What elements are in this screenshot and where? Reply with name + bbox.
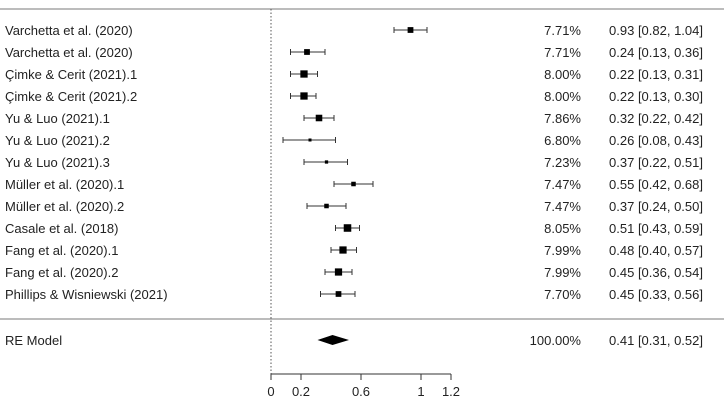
study-estimate: 0.48 [0.40, 0.57] [609, 243, 703, 258]
point-estimate [300, 92, 308, 100]
study-estimate: 0.32 [0.22, 0.42] [609, 111, 703, 126]
point-estimate [407, 27, 414, 33]
model-row: RE Model 100.00% 0.41 [0.31, 0.52] [5, 333, 703, 348]
point-estimate [308, 138, 312, 142]
study-weight: 7.99% [544, 265, 581, 280]
study-label: Casale et al. (2018) [5, 221, 118, 236]
study-estimate: 0.37 [0.24, 0.50] [609, 199, 703, 214]
study-weight: 7.71% [544, 23, 581, 38]
point-estimate [339, 246, 347, 254]
study-label: Yu & Luo (2021).2 [5, 133, 110, 148]
study-label: Varchetta et al. (2020) [5, 23, 133, 38]
point-estimate [343, 224, 352, 232]
x-axis: 0 0.2 0.6 1 1.2 [267, 373, 460, 399]
study-row: Yu & Luo (2021).2 6.80% 0.26 [0.08, 0.43] [5, 133, 703, 148]
study-label: Varchetta et al. (2020) [5, 45, 133, 60]
study-weight: 7.71% [544, 45, 581, 60]
study-row: Yu & Luo (2021).1 7.86% 0.32 [0.22, 0.42] [5, 111, 703, 126]
study-estimate: 0.93 [0.82, 1.04] [609, 23, 703, 38]
point-estimate [335, 291, 342, 297]
study-label: Müller et al. (2020).1 [5, 177, 124, 192]
study-row: Çimke & Cerit (2021).1 8.00% 0.22 [0.13, 0… [5, 67, 703, 82]
point-estimate [300, 70, 308, 78]
x-tick-label: 0 [267, 384, 274, 399]
study-weight: 7.99% [544, 243, 581, 258]
study-row: Yu & Luo (2021).3 7.23% 0.37 [0.22, 0.51] [5, 155, 703, 170]
point-estimate [324, 160, 329, 164]
x-tick-label: 1.2 [442, 384, 460, 399]
study-label: Çimke & Cerit (2021).1 [5, 67, 137, 82]
study-row: Müller et al. (2020).2 7.47% 0.37 [0.24, 0… [5, 199, 703, 214]
study-row: Müller et al. (2020).1 7.47% 0.55 [0.42, 0… [5, 177, 703, 192]
x-tick-label: 0.6 [352, 384, 370, 399]
point-estimate [304, 49, 310, 55]
point-estimate [334, 268, 343, 276]
x-tick-label: 1 [417, 384, 424, 399]
point-estimate [315, 114, 323, 122]
study-estimate: 0.55 [0.42, 0.68] [609, 177, 703, 192]
study-row: Çimke & Cerit (2021).2 8.00% 0.22 [0.13, 0… [5, 89, 703, 104]
study-weight: 8.00% [544, 67, 581, 82]
model-label: RE Model [5, 333, 62, 348]
study-estimate: 0.45 [0.33, 0.56] [609, 287, 703, 302]
study-weight: 8.05% [544, 221, 581, 236]
study-estimate: 0.37 [0.22, 0.51] [609, 155, 703, 170]
study-estimate: 0.26 [0.08, 0.43] [609, 133, 703, 148]
point-estimate [351, 181, 356, 187]
study-label: Fang et al. (2020).2 [5, 265, 118, 280]
study-weight: 7.23% [544, 155, 581, 170]
study-label: Fang et al. (2020).1 [5, 243, 118, 258]
study-label: Yu & Luo (2021).3 [5, 155, 110, 170]
study-row: Varchetta et al. (2020) 7.71% 0.93 [0.82, … [5, 23, 703, 38]
study-weight: 7.86% [544, 111, 581, 126]
study-estimate: 0.22 [0.13, 0.31] [609, 67, 703, 82]
study-weight: 8.00% [544, 89, 581, 104]
study-weight: 7.47% [544, 177, 581, 192]
model-estimate: 0.41 [0.31, 0.52] [609, 333, 703, 348]
study-estimate: 0.45 [0.36, 0.54] [609, 265, 703, 280]
study-label: Çimke & Cerit (2021).2 [5, 89, 137, 104]
model-diamond [317, 335, 349, 345]
study-label: Phillips & Wisniewski (2021) [5, 287, 168, 302]
x-tick-label: 0.2 [292, 384, 310, 399]
study-row: Fang et al. (2020).1 7.99% 0.48 [0.40, 0.5… [5, 243, 703, 258]
model-weight: 100.00% [530, 333, 582, 348]
study-estimate: 0.51 [0.43, 0.59] [609, 221, 703, 236]
study-label: Müller et al. (2020).2 [5, 199, 124, 214]
study-estimate: 0.22 [0.13, 0.30] [609, 89, 703, 104]
study-row: Varchetta et al. (2020) 7.71% 0.24 [0.13, … [5, 45, 703, 60]
study-rows: Varchetta et al. (2020) 7.71% 0.93 [0.82, … [5, 23, 703, 302]
study-row: Phillips & Wisniewski (2021) 7.70% 0.45 [0… [5, 287, 703, 302]
point-estimate [324, 203, 329, 209]
study-row: Fang et al. (2020).2 7.99% 0.45 [0.36, 0.5… [5, 265, 703, 280]
study-weight: 7.70% [544, 287, 581, 302]
study-weight: 6.80% [544, 133, 581, 148]
study-weight: 7.47% [544, 199, 581, 214]
study-row: Casale et al. (2018) 8.05% 0.51 [0.43, 0.5… [5, 221, 703, 236]
study-estimate: 0.24 [0.13, 0.36] [609, 45, 703, 60]
study-label: Yu & Luo (2021).1 [5, 111, 110, 126]
